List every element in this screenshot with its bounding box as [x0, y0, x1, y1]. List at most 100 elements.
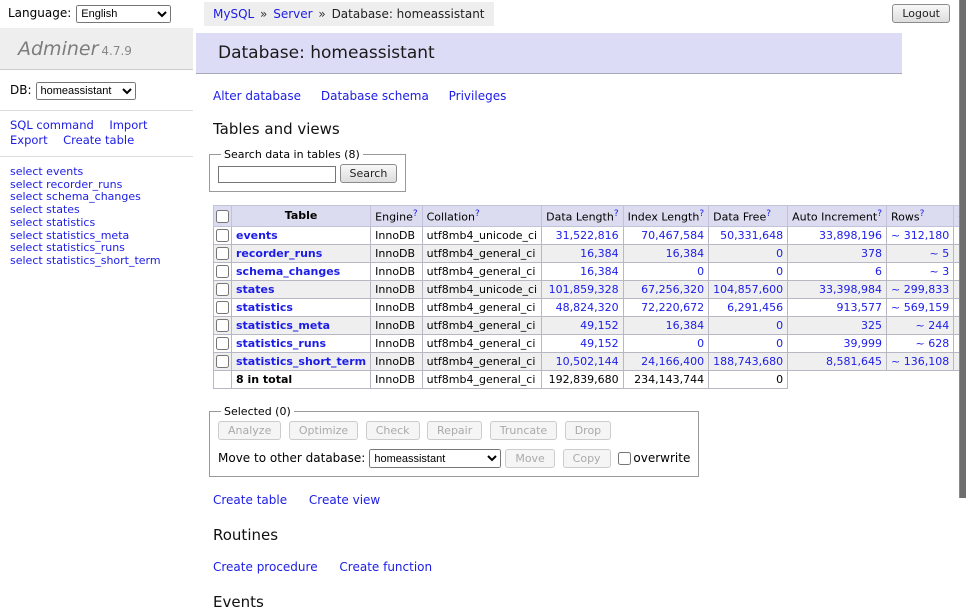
auto-increment-link[interactable]: 913,577 [837, 301, 883, 314]
row-checkbox[interactable] [216, 337, 229, 350]
truncate-button[interactable]: Truncate [490, 421, 557, 440]
db-select[interactable]: homeassistant [36, 82, 136, 100]
help-link[interactable]: ? [475, 209, 480, 219]
move-button[interactable]: Move [505, 449, 555, 468]
table-link[interactable]: events [236, 229, 278, 242]
data-length-link[interactable]: 49,152 [580, 337, 619, 350]
table-link[interactable]: recorder_runs [236, 247, 322, 260]
data-length-link[interactable]: 49,152 [580, 319, 619, 332]
rows-count-link[interactable]: ~ 628 [915, 337, 949, 350]
sql-command-link[interactable]: SQL command [10, 118, 94, 133]
drop-button[interactable]: Drop [565, 421, 611, 440]
help-link[interactable]: ? [699, 209, 704, 219]
help-link[interactable]: ? [614, 209, 619, 219]
data-free-link[interactable]: 0 [776, 265, 783, 278]
row-checkbox[interactable] [216, 301, 229, 314]
privileges-link[interactable]: Privileges [449, 89, 507, 103]
table-link[interactable]: schema_changes [236, 265, 340, 278]
breadcrumb-current: Database: homeassistant [332, 7, 485, 21]
index-length-link[interactable]: 0 [697, 265, 704, 278]
analyze-button[interactable]: Analyze [218, 421, 281, 440]
vertical-scrollbar[interactable] [959, 0, 966, 498]
table-link[interactable]: statistics_runs [236, 337, 326, 350]
help-link[interactable]: ? [766, 209, 771, 219]
table-link[interactable]: statistics_meta [236, 319, 330, 332]
adminer-logo[interactable]: Adminer [18, 38, 98, 60]
data-length-link[interactable]: 31,522,816 [556, 229, 619, 242]
data-length-link[interactable]: 16,384 [580, 265, 619, 278]
index-length-link[interactable]: 72,220,672 [641, 301, 704, 314]
table-link[interactable]: statistics_short_term [236, 355, 366, 368]
rows-count-link[interactable]: ~ 5 [929, 247, 949, 260]
help-link[interactable]: ? [877, 209, 882, 219]
auto-increment-link[interactable]: 33,398,984 [819, 283, 882, 296]
rows-count-link[interactable]: ~ 312,180 [891, 229, 949, 242]
help-link[interactable]: ? [920, 209, 925, 219]
auto-increment-link[interactable]: 325 [861, 319, 882, 332]
auto-increment-link[interactable]: 378 [861, 247, 882, 260]
data-free-link[interactable]: 0 [776, 247, 783, 260]
select-all-checkbox[interactable] [216, 210, 229, 223]
export-link[interactable]: Export [10, 133, 48, 148]
index-length-link[interactable]: 16,384 [666, 247, 705, 260]
data-free-link[interactable]: 0 [776, 337, 783, 350]
copy-button[interactable]: Copy [563, 449, 611, 468]
rows-count-link[interactable]: ~ 299,833 [891, 283, 949, 296]
data-free-link[interactable]: 104,857,600 [713, 283, 783, 296]
index-length-link[interactable]: 16,384 [666, 319, 705, 332]
breadcrumb-server-link[interactable]: Server [273, 7, 312, 21]
index-length-link[interactable]: 70,467,584 [641, 229, 704, 242]
data-length-link[interactable]: 48,824,320 [556, 301, 619, 314]
data-free-link[interactable]: 0 [776, 319, 783, 332]
row-checkbox[interactable] [216, 355, 229, 368]
search-button[interactable]: Search [340, 164, 398, 183]
auto-increment-link[interactable]: 8,581,645 [826, 355, 882, 368]
data-length-link[interactable]: 16,384 [580, 247, 619, 260]
table-link[interactable]: statistics [236, 301, 293, 314]
repair-button[interactable]: Repair [427, 421, 482, 440]
index-length-link[interactable]: 24,166,400 [641, 355, 704, 368]
move-db-select[interactable]: homeassistant [369, 449, 501, 468]
create-table-link[interactable]: Create table [63, 133, 134, 148]
breadcrumb-mysql-link[interactable]: MySQL [213, 7, 254, 21]
sidebar-item-select-statistics[interactable]: select statistics [10, 217, 193, 230]
sidebar-item-select-statistics-short-term[interactable]: select statistics_short_term [10, 255, 193, 268]
check-button[interactable]: Check [366, 421, 420, 440]
table-link[interactable]: states [236, 283, 275, 296]
database-schema-link[interactable]: Database schema [321, 89, 429, 103]
index-length-link[interactable]: 0 [697, 337, 704, 350]
data-length-link[interactable]: 101,859,328 [549, 283, 619, 296]
rows-count-link[interactable]: ~ 136,108 [891, 355, 949, 368]
help-link[interactable]: ? [413, 209, 418, 219]
sidebar-item-select-states[interactable]: select states [10, 204, 193, 217]
row-checkbox[interactable] [216, 229, 229, 242]
language-select[interactable]: English [76, 5, 171, 23]
row-checkbox[interactable] [216, 247, 229, 260]
sidebar-item-select-events[interactable]: select events [10, 166, 193, 179]
data-free-link[interactable]: 6,291,456 [727, 301, 783, 314]
create-function-link[interactable]: Create function [339, 560, 432, 574]
optimize-button[interactable]: Optimize [289, 421, 358, 440]
import-link[interactable]: Import [109, 118, 147, 133]
create-view-link[interactable]: Create view [309, 493, 380, 507]
create-table-link[interactable]: Create table [213, 493, 287, 507]
row-checkbox[interactable] [216, 283, 229, 296]
data-free-link[interactable]: 188,743,680 [713, 355, 783, 368]
row-checkbox[interactable] [216, 265, 229, 278]
search-input[interactable] [218, 166, 336, 183]
engine-cell: InnoDB [371, 244, 422, 262]
data-length-link[interactable]: 10,502,144 [556, 355, 619, 368]
rows-count-link[interactable]: ~ 569,159 [891, 301, 949, 314]
row-checkbox[interactable] [216, 319, 229, 332]
rows-count-link[interactable]: ~ 244 [915, 319, 949, 332]
auto-increment-link[interactable]: 33,898,196 [819, 229, 882, 242]
auto-increment-link[interactable]: 6 [875, 265, 882, 278]
rows-count-link[interactable]: ~ 3 [929, 265, 949, 278]
auto-increment-link[interactable]: 39,999 [844, 337, 883, 350]
alter-database-link[interactable]: Alter database [213, 89, 301, 103]
data-free-link[interactable]: 50,331,648 [720, 229, 783, 242]
create-procedure-link[interactable]: Create procedure [213, 560, 318, 574]
index-length-link[interactable]: 67,256,320 [641, 283, 704, 296]
overwrite-checkbox[interactable] [618, 452, 631, 465]
